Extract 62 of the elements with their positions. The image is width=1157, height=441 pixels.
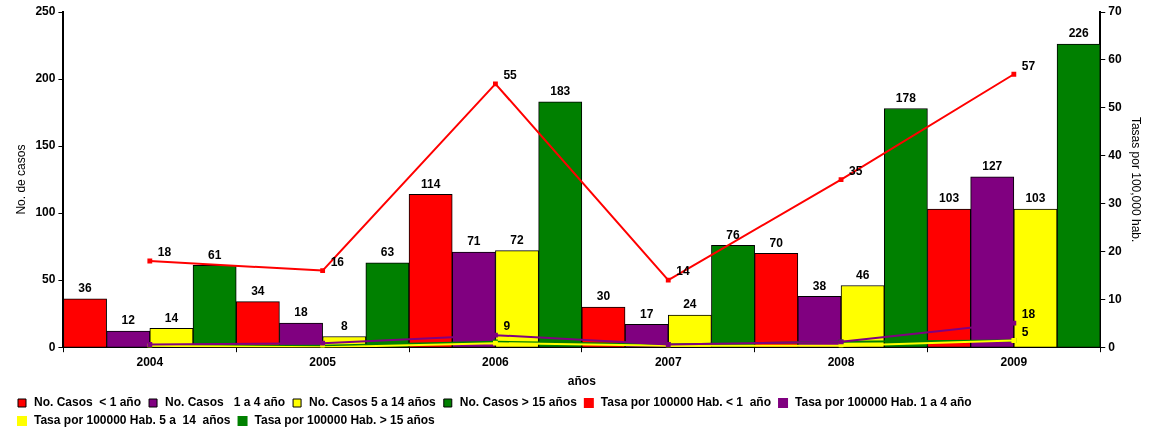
data-label: 76 (726, 227, 741, 242)
x-tick-label: 2007 (654, 354, 682, 369)
y2-tick-label: 10 (1108, 291, 1122, 306)
x-tick-label: 2006 (482, 354, 510, 369)
y2-axis-title: Tasas por 100,000 hab. (1129, 116, 1144, 243)
data-label: 226 (1068, 26, 1089, 41)
data-label: 114 (420, 176, 441, 191)
legend-label: Tasa por 100000 Hab. 5 a 14 años (34, 413, 231, 428)
y-tick-label: 0 (48, 339, 56, 354)
x-tick-label: 2005 (309, 354, 337, 369)
x-tick-label: 2009 (1000, 354, 1028, 369)
data-label: 103 (939, 191, 960, 206)
y2-tick-label: 30 (1108, 195, 1122, 210)
data-label: 14 (164, 310, 179, 325)
data-label: 127 (982, 159, 1003, 174)
legend-label: No. Casos 5 a 14 años (309, 395, 437, 410)
data-label: 103 (1025, 191, 1046, 206)
x-tick-label: 2004 (136, 354, 164, 369)
x-axis-title: años (567, 374, 597, 389)
data-label: 63 (380, 245, 395, 260)
legend-label: No. Casos 1 a 4 año (165, 395, 286, 410)
y2-tick-label: 20 (1108, 243, 1122, 258)
data-label: 46 (855, 267, 870, 282)
legend-label: Tasa por 100000 Hab. > 15 años (254, 413, 436, 428)
legend-label: Tasa por 100000 Hab. < 1 año (600, 395, 772, 410)
y-tick-label: 100 (35, 205, 56, 220)
data-label: 57 (1021, 58, 1036, 73)
data-label: 9 (503, 319, 511, 334)
data-label: 72 (510, 232, 525, 247)
y-tick-label: 150 (35, 138, 56, 153)
data-label: 16 (330, 254, 345, 269)
y2-tick-label: 50 (1108, 100, 1122, 115)
data-label: 5 (1021, 324, 1029, 339)
y2-tick-label: 0 (1108, 339, 1116, 354)
y2-tick-label: 70 (1108, 4, 1122, 19)
data-label: 55 (503, 68, 518, 83)
data-label: 18 (1021, 307, 1036, 322)
data-label: 71 (467, 234, 481, 249)
data-label: 17 (639, 306, 654, 321)
x-tick-label: 2008 (827, 354, 855, 369)
data-label: 36 (78, 281, 93, 296)
data-label: 8 (340, 318, 348, 333)
data-label: 183 (550, 84, 571, 99)
data-label: 38 (812, 278, 827, 293)
y-axis-title: No. de casos (13, 144, 28, 215)
data-label: 34 (251, 283, 265, 298)
data-label: 30 (596, 289, 611, 304)
y2-tick-label: 40 (1108, 147, 1122, 162)
y-tick-label: 250 (35, 4, 56, 19)
y2-tick-label: 60 (1108, 52, 1122, 67)
legend-label: Tasa por 100000 Hab. 1 a 4 año (795, 395, 972, 410)
data-label: 24 (683, 297, 697, 312)
data-label: 18 (157, 245, 172, 260)
y-tick-label: 50 (42, 272, 56, 287)
data-label: 12 (121, 313, 136, 328)
data-label: 178 (895, 90, 917, 105)
legend-label: No. Casos < 1 año (34, 395, 142, 410)
y-tick-label: 200 (35, 71, 56, 86)
legend-label: No. Casos > 15 años (459, 395, 578, 410)
data-label: 70 (769, 235, 784, 250)
data-label: 61 (207, 247, 222, 262)
data-label: 18 (294, 305, 309, 320)
